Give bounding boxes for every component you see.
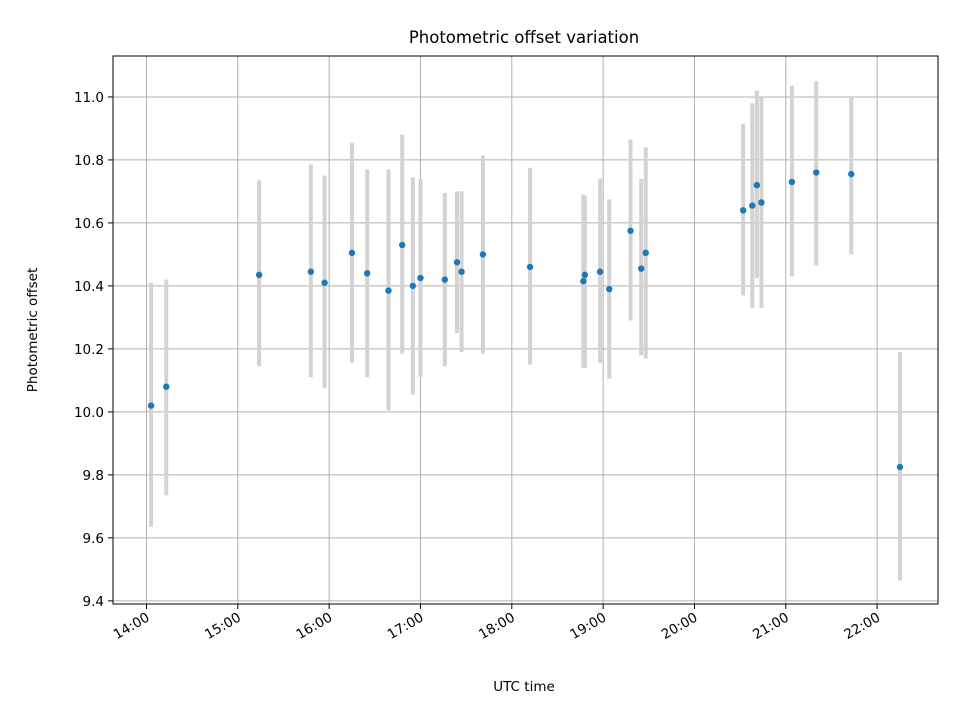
grid bbox=[113, 56, 938, 604]
y-tick-label: 9.8 bbox=[83, 468, 104, 484]
data-points bbox=[147, 169, 904, 471]
y-tick-label: 10.0 bbox=[74, 405, 104, 421]
data-point bbox=[526, 263, 534, 271]
data-point bbox=[363, 270, 371, 277]
y-tick-label: 9.4 bbox=[83, 594, 104, 610]
data-point bbox=[417, 274, 424, 282]
data-point bbox=[441, 276, 449, 283]
x-axis-label: UTC time bbox=[493, 679, 555, 695]
y-tick-label: 9.6 bbox=[83, 531, 104, 547]
data-point bbox=[453, 259, 461, 266]
data-point bbox=[739, 207, 747, 214]
data-point bbox=[163, 383, 170, 390]
y-axis-ticks: 9.4 9.6 9.8 10.0 10.2 10.4 10.6 10.8 11.0 bbox=[74, 90, 113, 610]
data-point bbox=[307, 268, 315, 275]
data-point bbox=[606, 285, 613, 293]
data-point bbox=[479, 251, 487, 258]
data-point bbox=[627, 227, 634, 234]
y-tick-label: 10.2 bbox=[74, 342, 104, 358]
data-point bbox=[385, 287, 392, 294]
data-point bbox=[458, 268, 465, 275]
y-axis-label: Photometric offset bbox=[25, 268, 41, 392]
y-tick-label: 10.4 bbox=[74, 279, 104, 295]
data-point bbox=[753, 181, 761, 189]
data-point bbox=[255, 271, 263, 279]
data-point bbox=[637, 265, 645, 272]
y-tick-label: 11.0 bbox=[74, 90, 104, 106]
chart-title: Photometric offset variation bbox=[409, 28, 639, 47]
data-point bbox=[813, 169, 820, 176]
data-point bbox=[848, 170, 855, 178]
data-point bbox=[147, 402, 155, 409]
data-point bbox=[788, 178, 796, 186]
data-point bbox=[896, 463, 904, 471]
y-tick-label: 10.6 bbox=[74, 216, 104, 232]
data-point bbox=[581, 271, 589, 279]
data-point bbox=[596, 268, 604, 275]
data-point bbox=[749, 202, 756, 209]
data-point bbox=[580, 277, 587, 285]
y-tick-label: 10.8 bbox=[74, 153, 104, 169]
data-point bbox=[642, 249, 649, 257]
data-point bbox=[409, 282, 417, 290]
data-point bbox=[348, 249, 356, 257]
data-point bbox=[321, 279, 328, 286]
data-point bbox=[758, 199, 765, 206]
data-point bbox=[399, 241, 406, 249]
plot-frame bbox=[112, 55, 939, 605]
